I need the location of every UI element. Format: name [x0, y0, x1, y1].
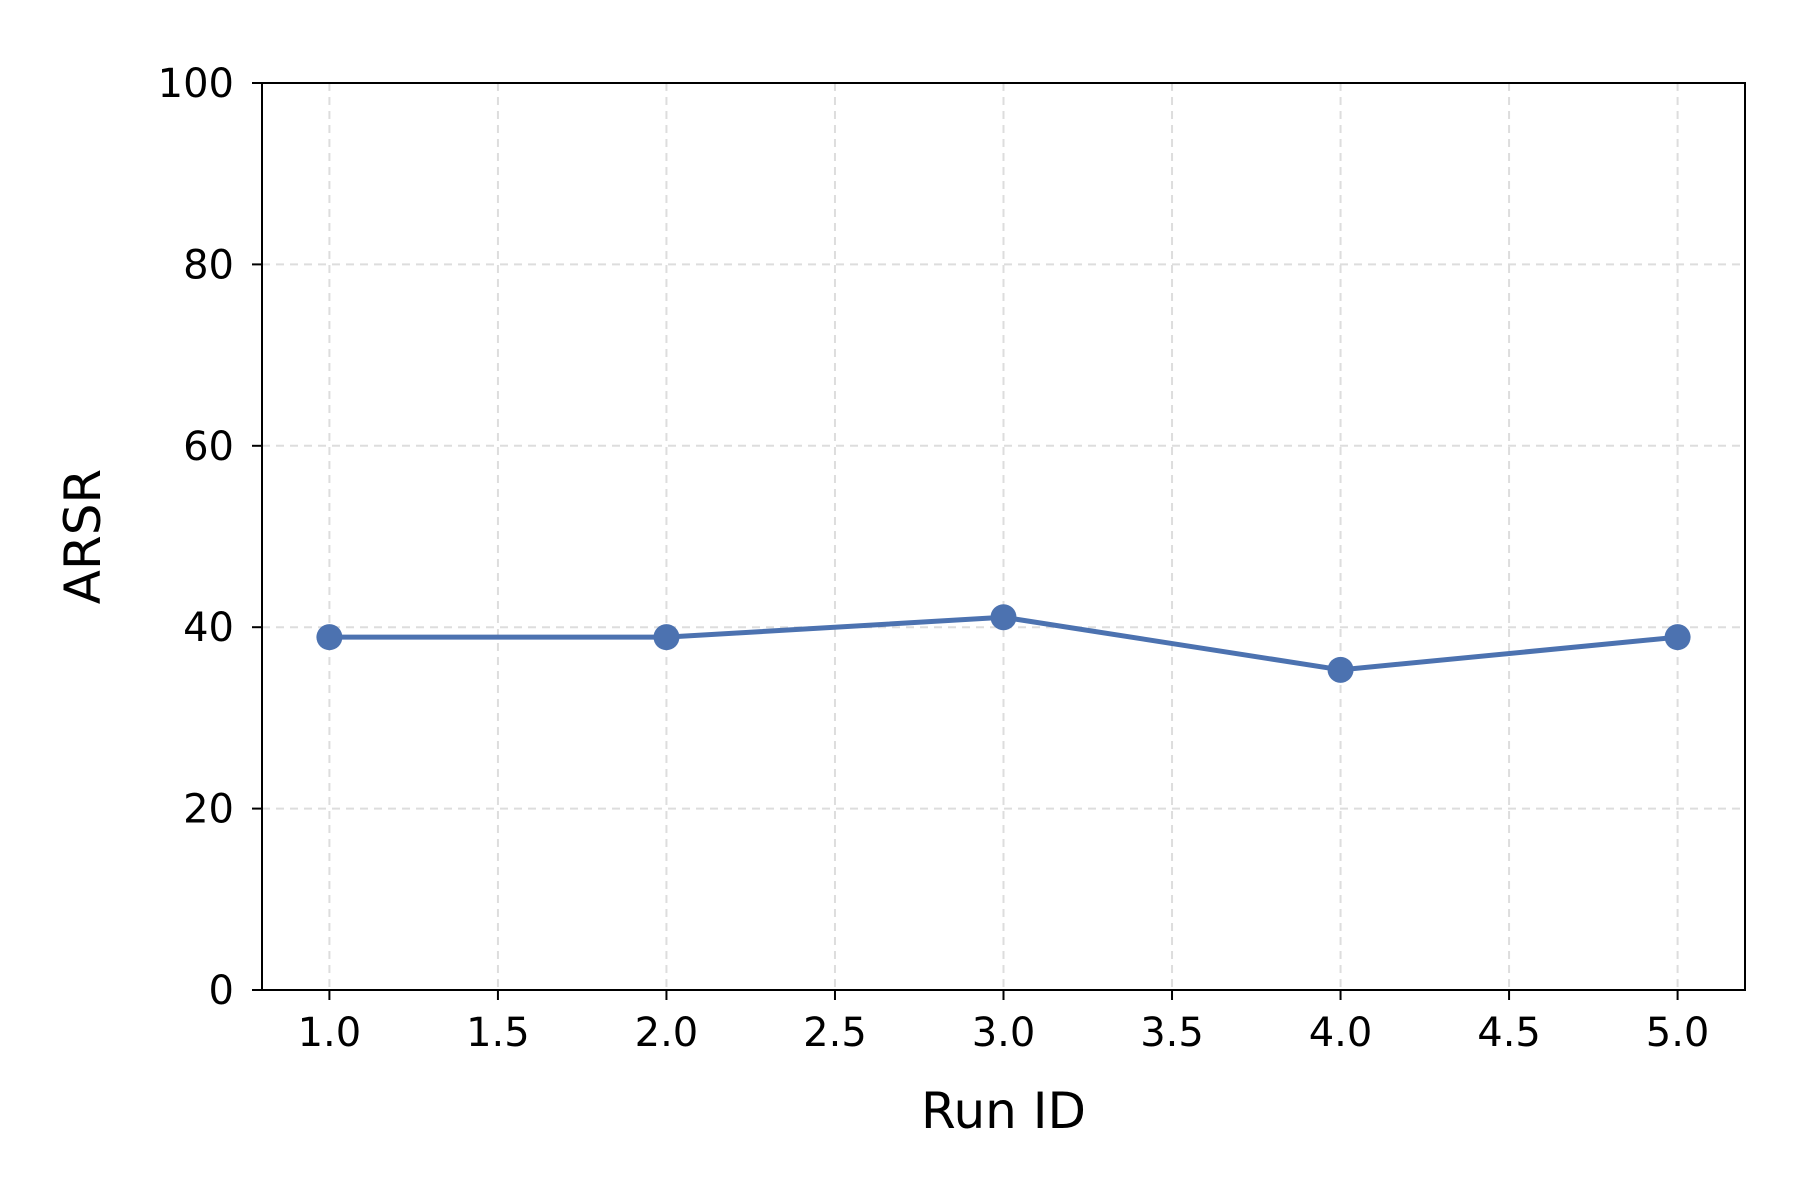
x-tick-label: 4.5 — [1477, 1010, 1541, 1056]
x-tick-label: 4.0 — [1309, 1010, 1373, 1056]
y-tick-label: 20 — [183, 787, 234, 833]
y-tick-label: 80 — [183, 242, 234, 288]
data-point — [1327, 656, 1354, 683]
axis-ticks: 1.0 1.5 2.0 2.5 3.0 3.5 4.0 4.5 5.0 0 20 40 60 80 100 — [158, 61, 1710, 1056]
plot-frame — [261, 82, 1746, 991]
y-tick-label: 60 — [183, 424, 234, 470]
data-point — [1664, 624, 1691, 651]
x-tick-label: 3.0 — [972, 1010, 1036, 1056]
x-tick-label: 1.5 — [466, 1010, 530, 1056]
series-layer — [316, 604, 1691, 683]
x-tick-label: 2.0 — [635, 1010, 699, 1056]
y-tick-label: 0 — [209, 968, 234, 1014]
y-axis-title: ARSR — [54, 469, 112, 604]
data-point — [653, 624, 680, 651]
y-tick-label: 100 — [158, 61, 234, 107]
x-tick-label: 2.5 — [803, 1010, 867, 1056]
y-tick-label: 40 — [183, 605, 234, 651]
x-tick-label: 5.0 — [1646, 1010, 1710, 1056]
x-tick-label: 3.5 — [1140, 1010, 1204, 1056]
data-point — [990, 604, 1017, 631]
x-tick-label: 1.0 — [298, 1010, 362, 1056]
x-axis-title: Run ID — [921, 1082, 1086, 1140]
data-point — [316, 624, 343, 651]
